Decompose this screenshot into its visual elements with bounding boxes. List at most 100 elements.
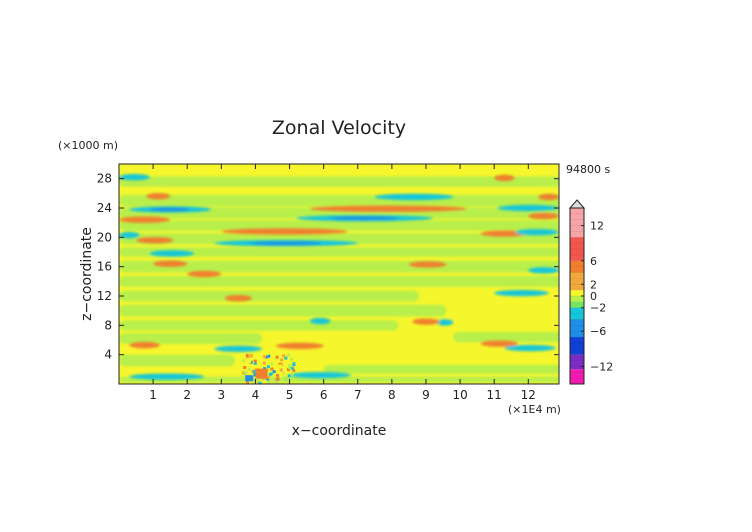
velocity-band [146,193,171,200]
turbulence-cell [291,353,295,357]
velocity-band [310,317,331,325]
velocity-band [514,229,559,236]
time-label: 94800 s [566,163,610,176]
y-tick-label: 8 [104,318,112,332]
colorbar-segment [570,307,584,320]
x-tick-label: 9 [422,388,430,402]
turbulence-cell [278,362,282,366]
velocity-band [480,340,519,347]
x-tick-label: 1 [149,388,157,402]
turbulence-cell [284,377,288,381]
turbulence-cell [288,366,292,370]
velocity-band [224,295,253,302]
turbulence-cell [248,360,252,364]
turbulence-cell [280,362,284,366]
y-unit-label: (×1000 m) [58,139,118,152]
x-tick-label: 8 [388,388,396,402]
colorbar-segment [570,272,584,291]
turbulence-cell [287,374,291,378]
colorbar-segment [570,260,584,273]
turbulence-cell [276,373,280,377]
turbulence-cell [282,354,286,358]
zero-region [119,220,559,231]
turbulence-cell [243,365,247,369]
velocity-band [494,289,549,297]
turbulence-cell [264,380,268,384]
velocity-band [289,372,351,379]
velocity-band [129,341,160,349]
turbulence-cell [246,380,250,384]
velocity-band [412,318,440,325]
turbulence-cell [267,369,271,373]
x-axis-label: x−coordinate [292,423,387,439]
y-axis-label: z−coordinate [79,227,95,321]
turbulence-cell [280,358,284,362]
velocity-band [408,261,447,268]
turbulence-cell [244,353,248,357]
zero-region [119,260,559,273]
turbulence-cell [279,372,283,376]
y-tick-label: 12 [97,289,112,303]
y-tick-label: 16 [97,260,112,274]
turbulence-cell [244,371,248,375]
velocity-band [310,205,467,212]
turbulence-hotspot [255,368,268,379]
turbulence-cell [249,354,253,358]
turbulence-cell [279,368,283,372]
velocity-bands [119,174,559,380]
velocity-band [275,342,324,350]
turbulence-cell [262,361,266,365]
y-tick-label: 4 [104,348,112,362]
turbulence-cell [279,374,283,378]
velocity-band [538,193,559,201]
turbulence-cell [276,377,280,381]
turbulence-cell [292,368,296,372]
velocity-band [119,231,140,239]
x-tick-label: 4 [252,388,260,402]
x-tick-label: 2 [183,388,191,402]
velocity-band [187,270,222,278]
x-tick-label: 11 [487,388,502,402]
zero-region [453,331,559,343]
near-zero-regions [119,176,559,383]
turbulence-cell [290,357,294,361]
turbulence-cell [255,358,259,362]
velocity-band [374,193,454,201]
velocity-band [504,344,556,352]
turbulence-cell [288,364,292,368]
turbulence-cell [272,370,276,374]
zero-region [119,275,559,287]
turbulence-cell [270,362,274,366]
colorbar-tick-label: 6 [590,255,597,268]
turbulence-cell [290,372,294,376]
colorbar-segment [570,296,584,302]
colorbar-tick-label: 0 [590,290,597,303]
turbulence-cell [242,371,246,375]
heatmap-field [119,164,559,384]
zero-region [119,333,263,345]
turbulence-cell [265,378,269,382]
turbulence-cell [253,373,257,377]
zero-region [323,364,559,374]
velocity-band [129,373,205,380]
turbulent-patch [242,352,296,384]
x-tick-label: 12 [521,388,536,402]
turbulence-cell [263,354,267,358]
turbulence-cell [245,354,249,358]
turbulence-cell [253,370,257,374]
turbulence-cell [292,362,296,366]
x-unit-label: (×1E4 m) [508,403,561,416]
zero-region [119,247,559,257]
colorbar-segment [570,337,584,355]
y-tick-label: 24 [97,201,112,215]
turbulence-cell [266,365,270,369]
turbulence-cell [273,379,277,383]
plot-frame [118,163,560,385]
turbulence-cell [247,354,251,358]
turbulence-cell [287,353,291,357]
velocity-band [528,267,559,274]
chart-title: Zonal Velocity [272,117,406,139]
x-tick-label: 5 [286,388,294,402]
velocity-band [153,260,188,267]
